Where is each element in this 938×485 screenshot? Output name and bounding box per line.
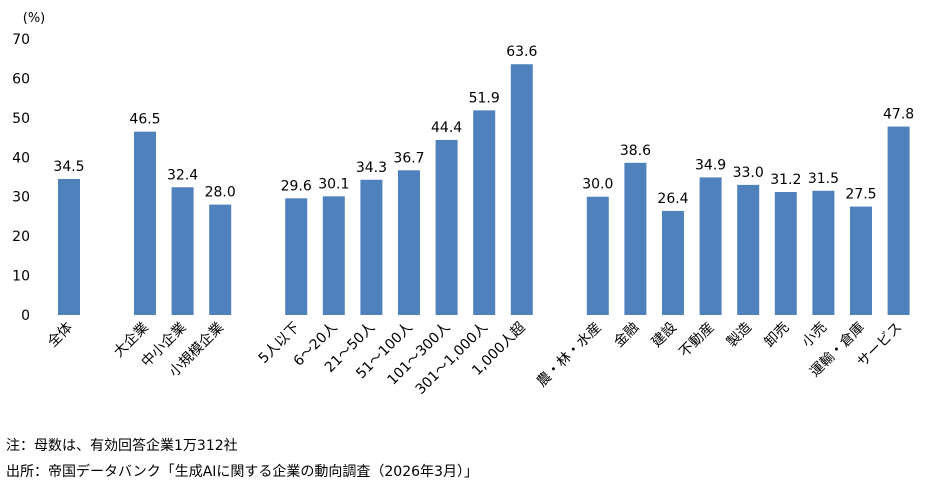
data-label: 33.0 xyxy=(733,165,764,181)
footnote: 注：母数は、有効回答企業1万312社 xyxy=(6,438,238,454)
bar xyxy=(473,110,496,315)
y-tick-label: 30 xyxy=(12,190,30,206)
bar xyxy=(887,126,910,315)
data-label: 44.4 xyxy=(431,120,462,136)
bar xyxy=(398,170,420,315)
data-label: 29.6 xyxy=(281,178,312,194)
bar xyxy=(209,204,232,315)
bar xyxy=(134,131,156,315)
data-label: 38.6 xyxy=(620,143,651,159)
category-label: 卸売 xyxy=(762,320,793,351)
y-tick-label: 70 xyxy=(12,32,30,48)
bar-chart: (%)01020304050607034.5全体46.5大企業32.4中小企業2… xyxy=(12,11,914,398)
data-label: 34.3 xyxy=(356,160,387,176)
bar xyxy=(850,206,872,315)
bar xyxy=(58,178,80,315)
bar xyxy=(699,177,722,315)
data-label: 34.5 xyxy=(53,159,84,175)
data-label: 26.4 xyxy=(657,191,688,207)
data-label: 36.7 xyxy=(393,150,424,166)
category-label: 製造 xyxy=(724,320,755,351)
data-label: 27.5 xyxy=(845,187,876,203)
data-label: 46.5 xyxy=(129,112,160,128)
data-label: 28.0 xyxy=(205,185,236,201)
data-label: 31.2 xyxy=(770,172,801,188)
data-label: 47.8 xyxy=(883,107,914,123)
data-label: 34.9 xyxy=(695,157,726,173)
category-label: 小売 xyxy=(799,320,830,351)
bar xyxy=(435,139,458,315)
source-note: 出所：帝国データバンク「生成AIに関する企業の動向調査（2026年3月）」 xyxy=(6,464,478,480)
data-label: 30.1 xyxy=(318,176,349,192)
y-tick-label: 50 xyxy=(12,111,30,127)
y-tick-label: 20 xyxy=(12,229,30,245)
bar xyxy=(322,196,345,315)
data-label: 31.5 xyxy=(808,171,839,187)
bar xyxy=(812,190,835,315)
data-label: 30.0 xyxy=(582,177,613,193)
y-axis-unit-label: (%) xyxy=(23,11,46,26)
bar xyxy=(171,187,194,315)
bar xyxy=(737,184,760,315)
category-label: 金融 xyxy=(611,320,642,351)
category-label: 不動産 xyxy=(676,320,717,361)
bar xyxy=(586,196,609,315)
bar xyxy=(662,210,684,315)
bar xyxy=(285,198,308,315)
y-tick-label: 40 xyxy=(12,150,30,166)
data-label: 63.6 xyxy=(506,44,537,60)
y-tick-label: 10 xyxy=(12,269,30,285)
bar xyxy=(624,162,647,315)
y-tick-label: 0 xyxy=(21,308,30,324)
category-label: 全体 xyxy=(44,319,76,351)
bar xyxy=(360,179,383,315)
data-label: 51.9 xyxy=(469,90,500,106)
y-tick-label: 60 xyxy=(12,71,30,87)
data-label: 32.4 xyxy=(167,167,198,183)
category-label: 建設 xyxy=(649,320,680,351)
bar xyxy=(774,191,797,315)
category-label: 農・林・水産 xyxy=(534,320,605,391)
bar xyxy=(510,64,533,315)
